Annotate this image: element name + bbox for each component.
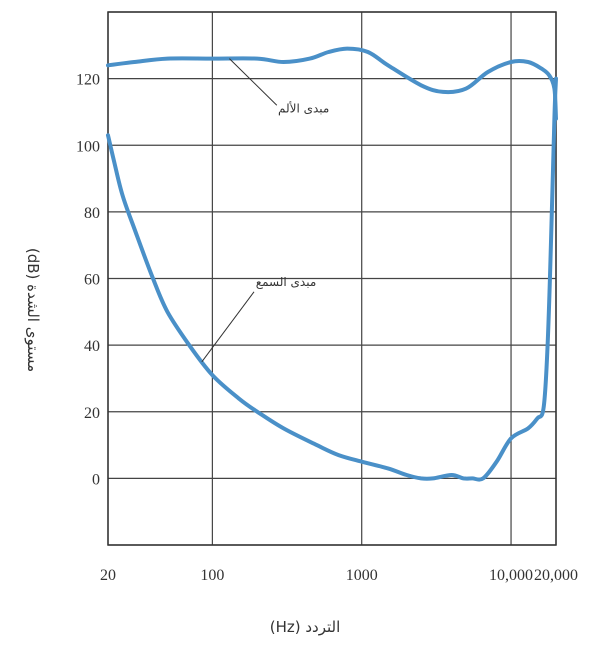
y-tick-label: 100 xyxy=(76,138,100,155)
hearing-annotation-label: مبدى السمع xyxy=(256,275,317,289)
y-tick-label: 120 xyxy=(76,72,100,89)
x-tick-label: 1000 xyxy=(346,567,378,584)
x-tick-label: 10,000 xyxy=(489,567,533,584)
x-tick-labels: 20 100 1000 10,000 20,000 xyxy=(100,567,578,584)
x-axis-label: (Hz) التردد xyxy=(270,618,341,636)
annotations: مبدى الألم مبدى السمع xyxy=(201,58,329,363)
y-axis-label: مستوى الشدة (dB) xyxy=(24,248,42,372)
plot-frame xyxy=(107,11,557,546)
hearing-threshold-line xyxy=(106,76,558,482)
y-tick-label: 0 xyxy=(92,471,100,488)
x-tick-label: 20,000 xyxy=(534,567,578,584)
pain-threshold-line xyxy=(106,46,558,121)
pain-annotation-leader xyxy=(229,58,278,106)
y-tick-labels: 0 20 40 60 80 100 120 xyxy=(76,72,100,489)
y-tick-label: 20 xyxy=(84,405,100,422)
y-tick-label: 40 xyxy=(84,338,100,355)
y-tick-label: 80 xyxy=(84,205,100,222)
pain-annotation-label: مبدى الألم xyxy=(278,101,329,116)
x-tick-label: 100 xyxy=(200,567,224,584)
grid xyxy=(107,11,557,546)
y-tick-label: 60 xyxy=(84,272,100,289)
x-tick-label: 20 xyxy=(100,567,116,584)
hearing-annotation-leader xyxy=(201,291,255,363)
series-lines xyxy=(106,46,558,482)
